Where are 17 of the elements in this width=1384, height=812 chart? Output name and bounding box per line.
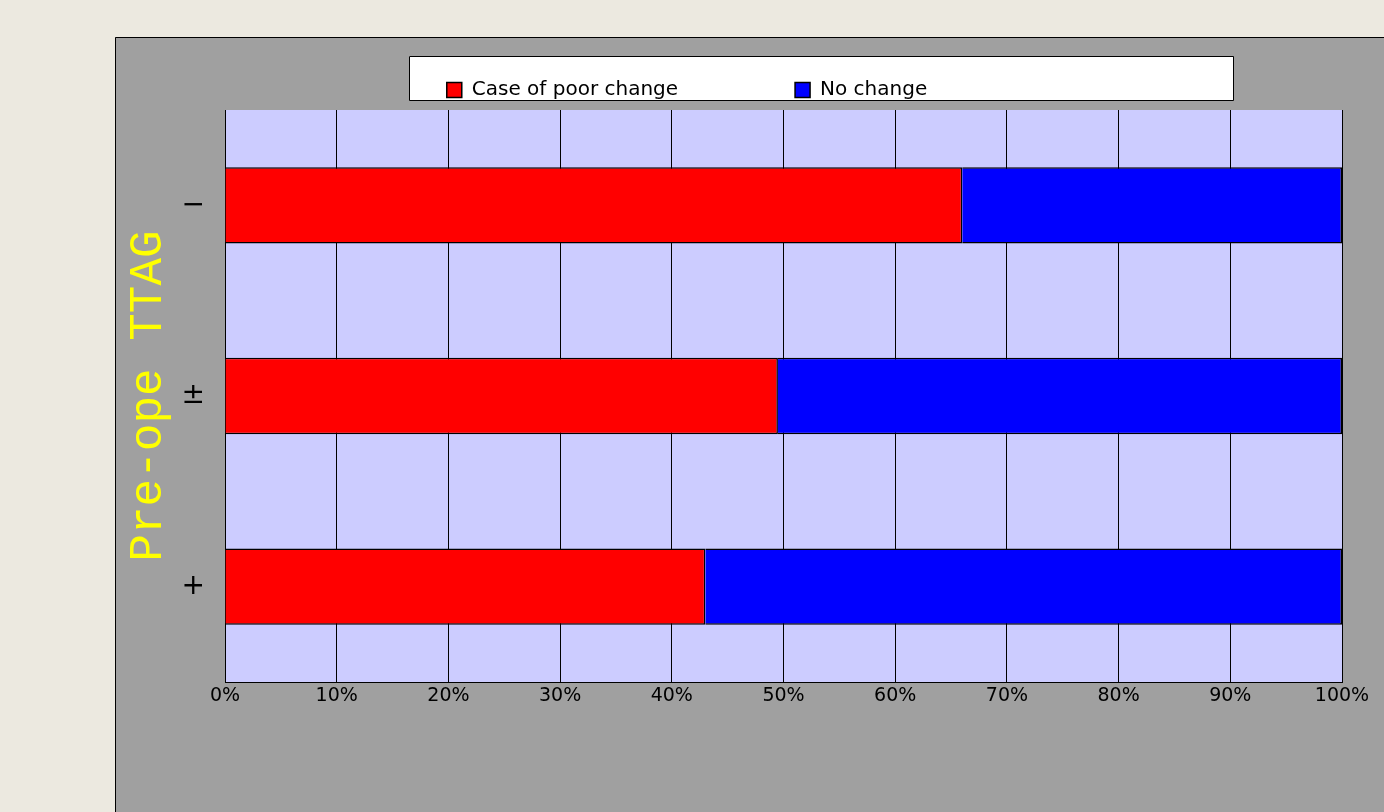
y-tick-label: −	[181, 186, 205, 220]
y-tick-label: +	[181, 567, 205, 601]
x-tick-label: 20%	[427, 683, 470, 706]
legend-label: Case of poor change	[471, 76, 768, 101]
y-axis-title: Pre-ope TTAG	[122, 230, 175, 562]
x-tick-label: 60%	[874, 683, 917, 706]
x-tick-label: 100%	[1314, 683, 1370, 706]
legend-label: No change	[820, 76, 1017, 101]
x-tick-label: 10%	[315, 683, 358, 706]
x-tick-label: 40%	[650, 683, 693, 706]
x-tick-label: 70%	[985, 683, 1029, 706]
y-tick-label: ±	[181, 377, 205, 411]
x-tick-label: 30%	[538, 683, 582, 706]
x-tick-label: 0%	[209, 683, 241, 706]
x-tick-label: 90%	[1209, 683, 1252, 706]
x-tick-label: 80%	[1097, 683, 1140, 706]
x-tick-label: 50%	[762, 683, 805, 706]
